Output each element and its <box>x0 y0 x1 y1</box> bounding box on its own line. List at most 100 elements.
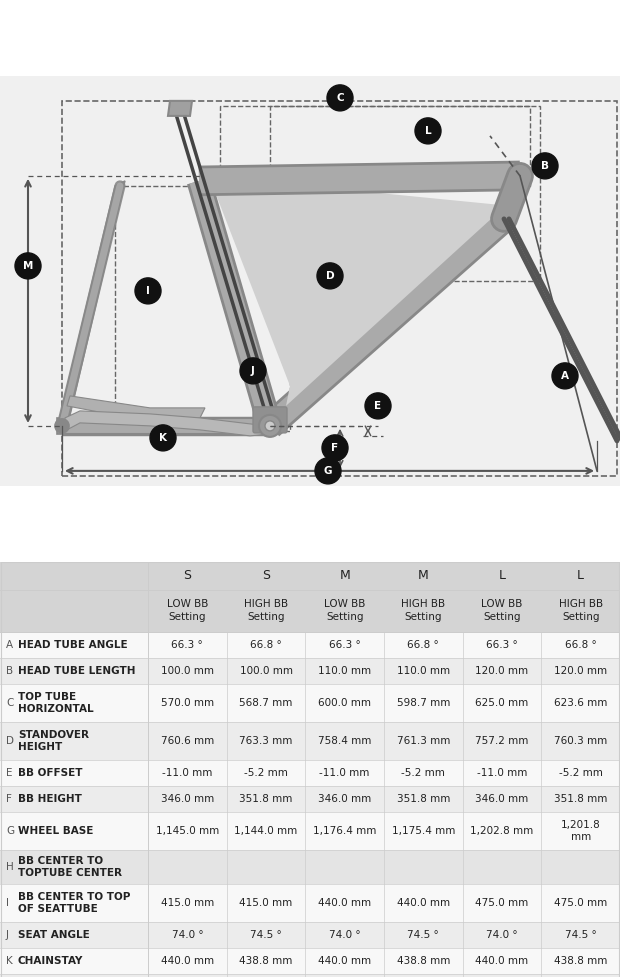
FancyBboxPatch shape <box>253 406 287 433</box>
Text: 120.0 mm: 120.0 mm <box>554 666 607 676</box>
Text: 351.8 mm: 351.8 mm <box>397 794 450 804</box>
Circle shape <box>55 419 69 433</box>
Bar <box>0 760 620 786</box>
Text: LOW BB
Setting: LOW BB Setting <box>167 599 208 622</box>
Text: S: S <box>184 570 192 582</box>
Text: SEAT ANGLE: SEAT ANGLE <box>18 930 90 940</box>
Text: G: G <box>6 826 14 836</box>
Text: M: M <box>418 570 428 582</box>
Text: 568.7 mm: 568.7 mm <box>239 698 293 708</box>
Text: 66.8 °: 66.8 ° <box>407 640 439 650</box>
Text: M: M <box>23 261 33 271</box>
Text: C: C <box>6 698 14 708</box>
Text: B: B <box>6 666 13 676</box>
Text: K: K <box>159 433 167 443</box>
Text: 570.0 mm: 570.0 mm <box>161 698 214 708</box>
Text: I: I <box>6 898 9 908</box>
Text: 351.8 mm: 351.8 mm <box>239 794 293 804</box>
Circle shape <box>265 421 275 431</box>
Polygon shape <box>215 178 510 405</box>
Text: F: F <box>332 443 339 453</box>
Text: 475.0 mm: 475.0 mm <box>476 898 529 908</box>
Text: 74.5 °: 74.5 ° <box>565 930 596 940</box>
Text: -5.2 mm: -5.2 mm <box>244 768 288 778</box>
Circle shape <box>322 435 348 461</box>
Text: 475.0 mm: 475.0 mm <box>554 898 608 908</box>
Text: 66.3 °: 66.3 ° <box>172 640 203 650</box>
Text: 440.0 mm: 440.0 mm <box>318 898 371 908</box>
Text: B: B <box>541 161 549 171</box>
Text: -5.2 mm: -5.2 mm <box>401 768 445 778</box>
Text: 66.3 °: 66.3 ° <box>329 640 361 650</box>
Text: 100.0 mm: 100.0 mm <box>239 666 293 676</box>
Polygon shape <box>57 418 275 434</box>
Circle shape <box>327 85 353 110</box>
Text: 760.6 mm: 760.6 mm <box>161 736 214 745</box>
Text: 66.8 °: 66.8 ° <box>250 640 282 650</box>
Text: A: A <box>6 640 13 650</box>
Text: LOW BB
Setting: LOW BB Setting <box>324 599 365 622</box>
Text: 440.0 mm: 440.0 mm <box>161 956 214 966</box>
Bar <box>0 632 620 658</box>
Text: 761.3 mm: 761.3 mm <box>397 736 450 745</box>
Text: 415.0 mm: 415.0 mm <box>239 898 293 908</box>
Polygon shape <box>168 101 192 116</box>
Text: 600.0 mm: 600.0 mm <box>318 698 371 708</box>
Text: 74.0 °: 74.0 ° <box>486 930 518 940</box>
Bar <box>0 590 620 632</box>
Text: 757.2 mm: 757.2 mm <box>476 736 529 745</box>
Text: 623.6 mm: 623.6 mm <box>554 698 608 708</box>
Polygon shape <box>59 181 125 424</box>
Text: BB OFFSET: BB OFFSET <box>18 768 82 778</box>
Text: BB HEIGHT: BB HEIGHT <box>18 794 82 804</box>
Text: 438.8 mm: 438.8 mm <box>554 956 608 966</box>
Circle shape <box>240 358 266 384</box>
Text: 110.0 mm: 110.0 mm <box>397 666 450 676</box>
Circle shape <box>150 425 176 451</box>
Text: 346.0 mm: 346.0 mm <box>476 794 529 804</box>
Circle shape <box>15 253 41 278</box>
Text: A: A <box>561 371 569 381</box>
Circle shape <box>315 458 341 484</box>
Text: -11.0 mm: -11.0 mm <box>477 768 527 778</box>
Polygon shape <box>65 411 270 436</box>
Text: 763.3 mm: 763.3 mm <box>239 736 293 745</box>
Circle shape <box>259 415 281 437</box>
Text: 74.0 °: 74.0 ° <box>172 930 203 940</box>
Text: -11.0 mm: -11.0 mm <box>319 768 370 778</box>
Bar <box>0 922 620 948</box>
Text: BB CENTER TO TOP
OF SEATTUBE: BB CENTER TO TOP OF SEATTUBE <box>18 892 130 913</box>
Text: TOP TUBE
HORIZONTAL: TOP TUBE HORIZONTAL <box>18 692 94 713</box>
Circle shape <box>365 393 391 419</box>
Bar <box>0 722 620 760</box>
Text: K: K <box>6 956 13 966</box>
Text: HEAD TUBE ANGLE: HEAD TUBE ANGLE <box>18 640 128 650</box>
Text: D: D <box>326 271 334 281</box>
Text: I: I <box>146 286 150 296</box>
Text: E: E <box>6 768 12 778</box>
Text: J: J <box>6 930 9 940</box>
Bar <box>0 850 620 884</box>
Text: 625.0 mm: 625.0 mm <box>476 698 529 708</box>
Text: 351.8 mm: 351.8 mm <box>554 794 608 804</box>
Text: 346.0 mm: 346.0 mm <box>318 794 371 804</box>
Text: F: F <box>6 794 12 804</box>
Circle shape <box>532 152 558 179</box>
Text: G: G <box>324 466 332 476</box>
Text: 1,176.4 mm: 1,176.4 mm <box>313 826 376 836</box>
Bar <box>0 562 620 590</box>
Text: 438.8 mm: 438.8 mm <box>239 956 293 966</box>
Text: L: L <box>577 570 584 582</box>
Text: S: S <box>262 570 270 582</box>
Text: -11.0 mm: -11.0 mm <box>162 768 213 778</box>
Bar <box>0 684 620 722</box>
Text: M: M <box>339 570 350 582</box>
Text: BB CENTER TO
TOPTUBE CENTER: BB CENTER TO TOPTUBE CENTER <box>18 856 122 877</box>
Circle shape <box>415 118 441 144</box>
Text: 760.3 mm: 760.3 mm <box>554 736 608 745</box>
Text: 598.7 mm: 598.7 mm <box>397 698 450 708</box>
Text: 74.5 °: 74.5 ° <box>250 930 282 940</box>
Text: H: H <box>6 862 14 871</box>
Text: 415.0 mm: 415.0 mm <box>161 898 214 908</box>
Text: -5.2 mm: -5.2 mm <box>559 768 603 778</box>
